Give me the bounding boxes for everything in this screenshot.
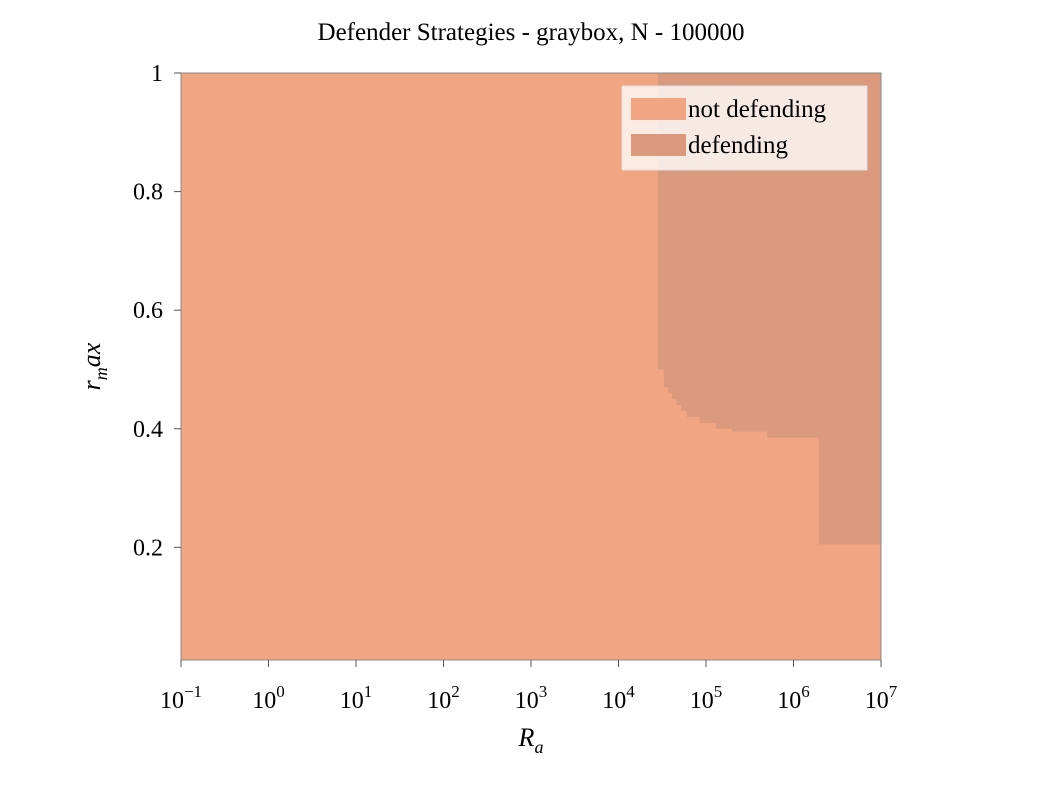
region-defending-cell: [663, 73, 669, 388]
legend-label: defending: [688, 132, 788, 159]
legend: not defending defending: [621, 85, 868, 171]
x-tick-label: 101: [340, 682, 373, 714]
legend-swatch: [631, 134, 686, 156]
x-tick-label: 100: [252, 682, 285, 714]
y-axis-label: rmax: [77, 342, 111, 390]
y-tick-label: 0.4: [133, 417, 163, 443]
region-defending-cell: [668, 73, 673, 394]
y-tick-label: 0.2: [133, 535, 163, 561]
chart-title: Defender Strategies - graybox, N - 10000…: [318, 19, 745, 46]
legend-swatch: [631, 98, 686, 120]
x-tick-label: 107: [865, 682, 898, 714]
region-defending-cell: [672, 73, 677, 400]
x-tick-label: 103: [515, 682, 548, 714]
x-tick-label: 105: [690, 682, 723, 714]
region-defending-cell: [681, 73, 688, 411]
x-tick-label: 106: [777, 682, 810, 714]
legend-label: not defending: [688, 96, 827, 123]
y-tick-label: 0.8: [133, 180, 163, 206]
x-tick-label: 10−1: [160, 682, 202, 714]
y-tick-label: 0.6: [133, 298, 163, 324]
x-axis-label: Ra: [518, 723, 544, 757]
region-defending-cell: [657, 73, 665, 370]
x-tick-label: 102: [427, 682, 460, 714]
x-tick-label: 104: [602, 682, 635, 714]
axes: 10−1 100 101 102 103 104 105 106 107 0.2 0.4 0.6 0.8…: [133, 61, 898, 714]
y-tick-label: 1: [151, 61, 163, 87]
region-defending-cell: [676, 73, 682, 406]
